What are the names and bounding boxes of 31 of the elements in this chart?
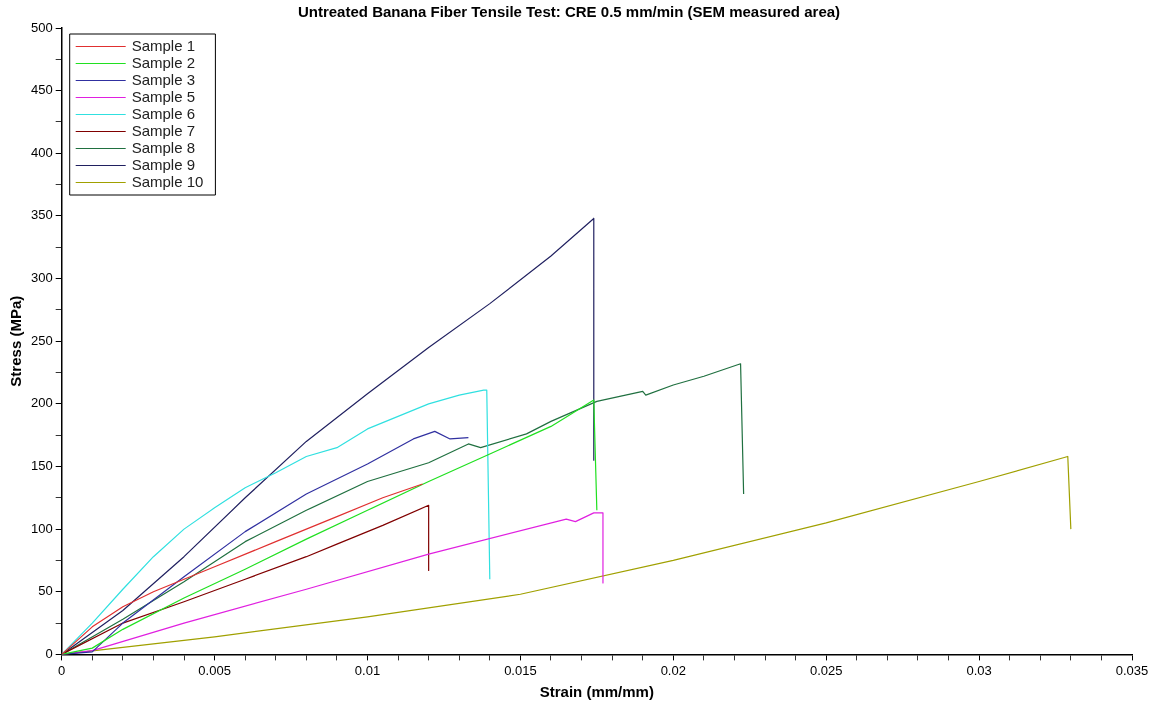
y-tick-label: 200 (30, 395, 53, 411)
y-tick-label: 50 (38, 583, 53, 599)
x-tick-label: 0.035 (1115, 662, 1149, 678)
y-tick-label: 400 (30, 144, 53, 160)
y-tick-label: 450 (30, 82, 53, 98)
x-tick-label: 0.025 (809, 662, 843, 678)
y-tick-label: 0 (45, 645, 53, 661)
y-tick-label: 250 (30, 332, 53, 348)
legend-label: Sample 2 (131, 53, 196, 71)
x-tick-label: 0.015 (504, 662, 537, 678)
y-tick-label: 500 (30, 19, 53, 35)
y-tick-label: 150 (30, 458, 53, 474)
legend-label: Sample 8 (131, 138, 196, 156)
legend-label: Sample 7 (131, 121, 196, 139)
y-tick-label: 300 (30, 270, 53, 286)
x-tick-label: 0 (58, 662, 66, 678)
y-axis-title: Stress (MPa) (7, 295, 25, 387)
legend-label: Sample 9 (131, 155, 196, 173)
y-tick-label: 100 (30, 520, 53, 536)
legend-label: Sample 3 (131, 70, 196, 88)
x-tick-label: 0.03 (966, 662, 992, 678)
legend-label: Sample 1 (131, 36, 196, 54)
x-axis-title: Strain (mm/mm) (539, 683, 654, 701)
x-tick-label: 0.005 (198, 662, 231, 678)
legend-label: Sample 6 (131, 104, 196, 122)
chart-title: Untreated Banana Fiber Tensile Test: CRE 0.5 mm/min (SEM measured area) (297, 3, 841, 21)
x-tick-label: 0.02 (660, 662, 686, 678)
x-tick-label: 0.01 (354, 662, 381, 678)
legend-label: Sample 5 (131, 87, 196, 105)
y-tick-label: 350 (30, 207, 53, 223)
legend-label: Sample 10 (131, 172, 204, 190)
